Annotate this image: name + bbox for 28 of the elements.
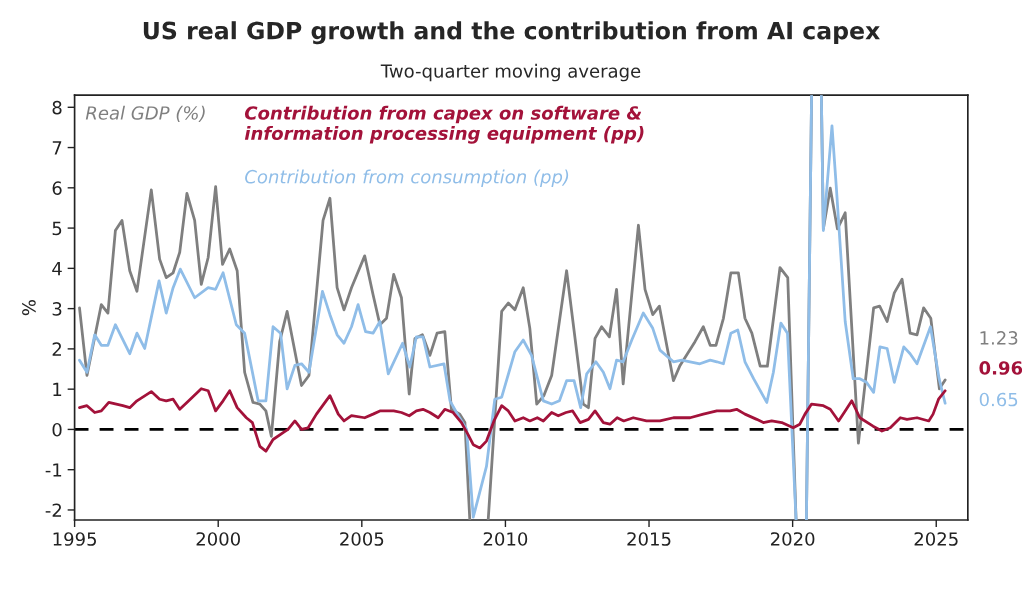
text: 0.65 (979, 392, 1018, 407)
y-axis-title: % (22, 300, 36, 316)
y-tick-label: 7 (52, 141, 62, 155)
y-tick-label: 2 (52, 342, 61, 356)
x-tick-label: 2010 (483, 532, 528, 546)
text: Real GDP (%) (85, 105, 205, 122)
text: Contribution from capex on software & information processing equipment (pp) (244, 105, 644, 144)
y-tick-label: 8 (52, 100, 62, 115)
x-tick-label: 2000 (196, 532, 240, 546)
x-tick-label: 2025 (914, 532, 958, 546)
x-tick-label: 1995 (53, 532, 96, 546)
y-tick-label: 0 (52, 422, 62, 437)
text: 0.96 (979, 361, 1022, 375)
x-tick-label: 2020 (770, 532, 815, 546)
chart-title: US real GDP growth and the contribution from AI capex (143, 21, 880, 45)
text: 1.23 (980, 331, 1018, 345)
y-tick-label: 5 (52, 221, 62, 236)
y-tick-label: 1 (53, 382, 62, 397)
y-tick-label: -1 (45, 463, 62, 477)
x-tick-label: 2015 (627, 532, 671, 546)
x-tick-label: 2005 (340, 532, 384, 546)
y-tick-label: 4 (52, 262, 62, 276)
line-series (78, 387, 947, 453)
text: Contribution from consumption (pp) (245, 169, 569, 188)
chart-subtitle: Two-quarter moving average (380, 63, 641, 82)
y-tick-label: -2 (45, 503, 61, 517)
y-tick-label: 6 (52, 181, 62, 195)
y-tick-label: 3 (52, 302, 62, 316)
